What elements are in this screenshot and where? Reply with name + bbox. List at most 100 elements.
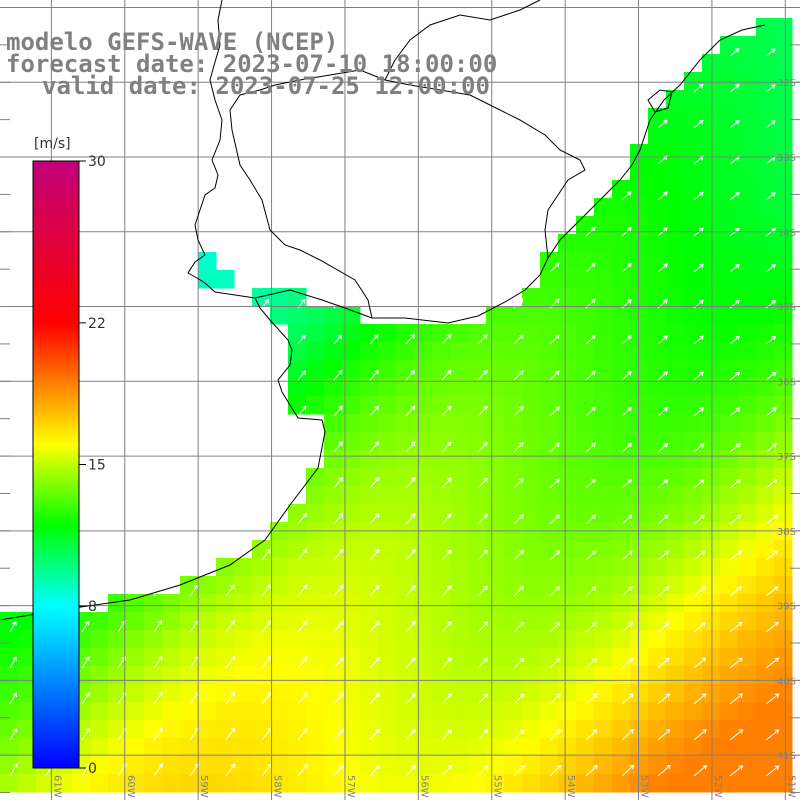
- wind-arrow: [585, 657, 597, 669]
- field-cell: [648, 540, 667, 559]
- field-cell: [90, 738, 109, 757]
- field-cell: [558, 720, 577, 739]
- wind-arrow: [441, 693, 453, 705]
- field-cell: [270, 306, 289, 325]
- field-cell: [774, 450, 793, 469]
- field-cell: [396, 378, 415, 397]
- field-cell: [486, 612, 505, 631]
- field-cell: [720, 54, 739, 73]
- wind-arrow: [585, 621, 597, 633]
- field-cell: [252, 738, 271, 757]
- field-cell: [576, 486, 595, 505]
- field-cell: [162, 720, 181, 739]
- wind-arrow: [441, 585, 452, 597]
- field-cell: [252, 666, 271, 685]
- field-cell: [558, 540, 577, 559]
- field-cell: [684, 504, 703, 523]
- field-cell: [738, 504, 757, 523]
- field-cell: [720, 432, 739, 451]
- wind-arrow: [333, 476, 344, 489]
- field-cell: [720, 324, 739, 343]
- lagoon-mirim: [647, 89, 673, 113]
- field-cell: [558, 504, 577, 523]
- field-cell: [396, 360, 415, 379]
- field-cell: [450, 756, 469, 775]
- river-border: [384, 0, 541, 81]
- field-cell: [468, 342, 487, 361]
- field-cell: [522, 360, 541, 379]
- field-cell: [648, 504, 667, 523]
- field-cell: [270, 702, 289, 721]
- field-cell: [630, 216, 649, 235]
- field-cell: [774, 90, 793, 109]
- field-cell: [756, 162, 775, 181]
- field-cell: [468, 324, 487, 343]
- field-cell: [756, 324, 775, 343]
- field-cell: [108, 738, 127, 757]
- field-cell: [342, 684, 361, 703]
- lat-label: 35S: [777, 303, 796, 314]
- wind-arrow: [405, 477, 416, 489]
- field-cell: [126, 594, 145, 613]
- field-cell: [576, 270, 595, 289]
- field-cell: [270, 774, 289, 793]
- field-cell: [432, 540, 451, 559]
- field-cell: [144, 594, 163, 613]
- field-cell: [486, 594, 505, 613]
- field-cell: [594, 288, 613, 307]
- wind-arrow: [729, 729, 744, 741]
- field-cell: [648, 738, 667, 757]
- field-cell: [684, 180, 703, 199]
- wind-arrow: [621, 657, 634, 669]
- field-cell: [108, 630, 127, 649]
- field-cell: [702, 684, 721, 703]
- field-cell: [468, 396, 487, 415]
- field-cell: [324, 378, 343, 397]
- wind-arrow: [657, 335, 668, 345]
- field-cell: [540, 342, 559, 361]
- field-cell: [756, 594, 775, 613]
- field-cell: [378, 396, 397, 415]
- field-cell: [756, 576, 775, 595]
- field-cell: [450, 702, 469, 721]
- field-cell: [0, 774, 19, 793]
- wind-arrow: [765, 729, 780, 741]
- field-cell: [414, 612, 433, 631]
- field-cell: [612, 720, 631, 739]
- wind-arrow: [333, 656, 344, 669]
- field-cell: [648, 162, 667, 181]
- field-cell: [630, 738, 649, 757]
- wind-arrow: [81, 691, 90, 705]
- wind-arrow: [765, 120, 776, 129]
- field-cell: [756, 648, 775, 667]
- wind-arrow: [333, 369, 343, 381]
- field-cell: [666, 360, 685, 379]
- field-cell: [684, 558, 703, 577]
- wind-arrow: [657, 478, 669, 489]
- field-cell: [666, 234, 685, 253]
- field-cell: [144, 702, 163, 721]
- field-cell: [756, 216, 775, 235]
- field-cell: [324, 450, 343, 469]
- wind-arrow: [369, 369, 379, 381]
- field-cell: [774, 414, 793, 433]
- wind-arrow: [225, 655, 236, 669]
- field-cell: [612, 594, 631, 613]
- field-cell: [630, 540, 649, 559]
- wind-arrow: [477, 369, 488, 381]
- field-cell: [666, 738, 685, 757]
- field-cell: [720, 288, 739, 307]
- field-cell: [522, 648, 541, 667]
- field-cell: [18, 774, 37, 793]
- field-cell: [756, 288, 775, 307]
- field-cell: [666, 666, 685, 685]
- wind-arrow: [693, 693, 707, 705]
- wind-arrow: [369, 656, 380, 669]
- field-cell: [324, 774, 343, 793]
- field-cell: [162, 666, 181, 685]
- wind-arrow: [405, 334, 415, 345]
- field-cell: [630, 270, 649, 289]
- wind-arrow: [441, 334, 452, 345]
- field-cell: [630, 432, 649, 451]
- field-cell: [558, 378, 577, 397]
